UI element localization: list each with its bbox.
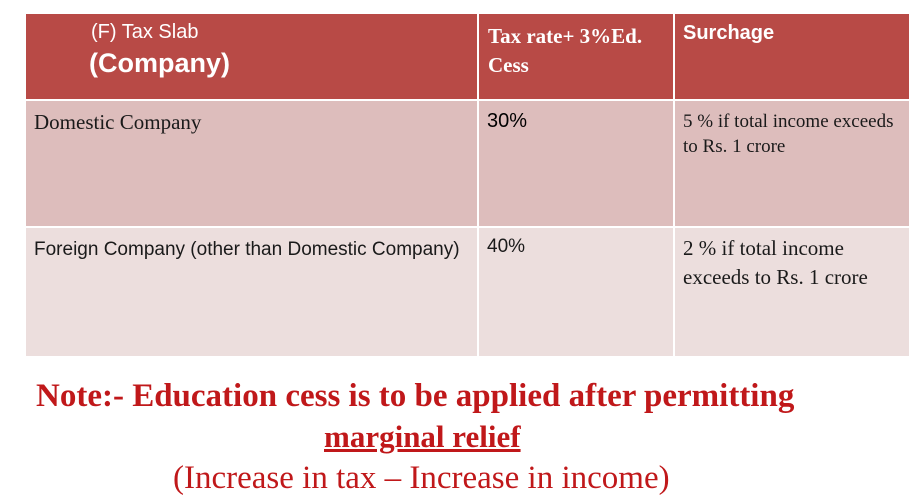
- note-line1: Note:- Education cess is to be applied a…: [36, 378, 795, 414]
- header-surcharge: Surchage: [673, 12, 911, 101]
- row-domestic-name: Domestic Company: [24, 99, 479, 228]
- header-tax-slab-line1: (F) Tax Slab: [91, 21, 199, 43]
- header-tax-slab-line2: (Company): [89, 48, 230, 78]
- table-row: Foreign Company (other than Domestic Com…: [24, 226, 911, 358]
- row-foreign-surcharge: 2 % if total income exceeds to Rs. 1 cro…: [673, 226, 911, 358]
- row-foreign-rate: 40%: [477, 226, 675, 358]
- table-header-row: (F) Tax Slab (Company) Tax rate+ 3%Ed. C…: [24, 12, 911, 101]
- row-domestic-rate: 30%: [477, 99, 675, 228]
- header-tax-rate: Tax rate+ 3%Ed. Cess: [477, 12, 675, 101]
- note-formula: (Increase in tax – Increase in income): [173, 460, 670, 496]
- tax-slab-table: (F) Tax Slab (Company) Tax rate+ 3%Ed. C…: [24, 12, 911, 358]
- header-tax-slab: (F) Tax Slab (Company): [24, 12, 479, 101]
- row-domestic-surcharge: 5 % if total income exceeds to Rs. 1 cro…: [673, 99, 911, 228]
- note-marginal-relief: marginal relief: [324, 419, 521, 454]
- note-block: Note:- Education cess is to be applied a…: [0, 375, 921, 499]
- row-foreign-name: Foreign Company (other than Domestic Com…: [24, 226, 479, 358]
- table-row: Domestic Company 30% 5 % if total income…: [24, 99, 911, 228]
